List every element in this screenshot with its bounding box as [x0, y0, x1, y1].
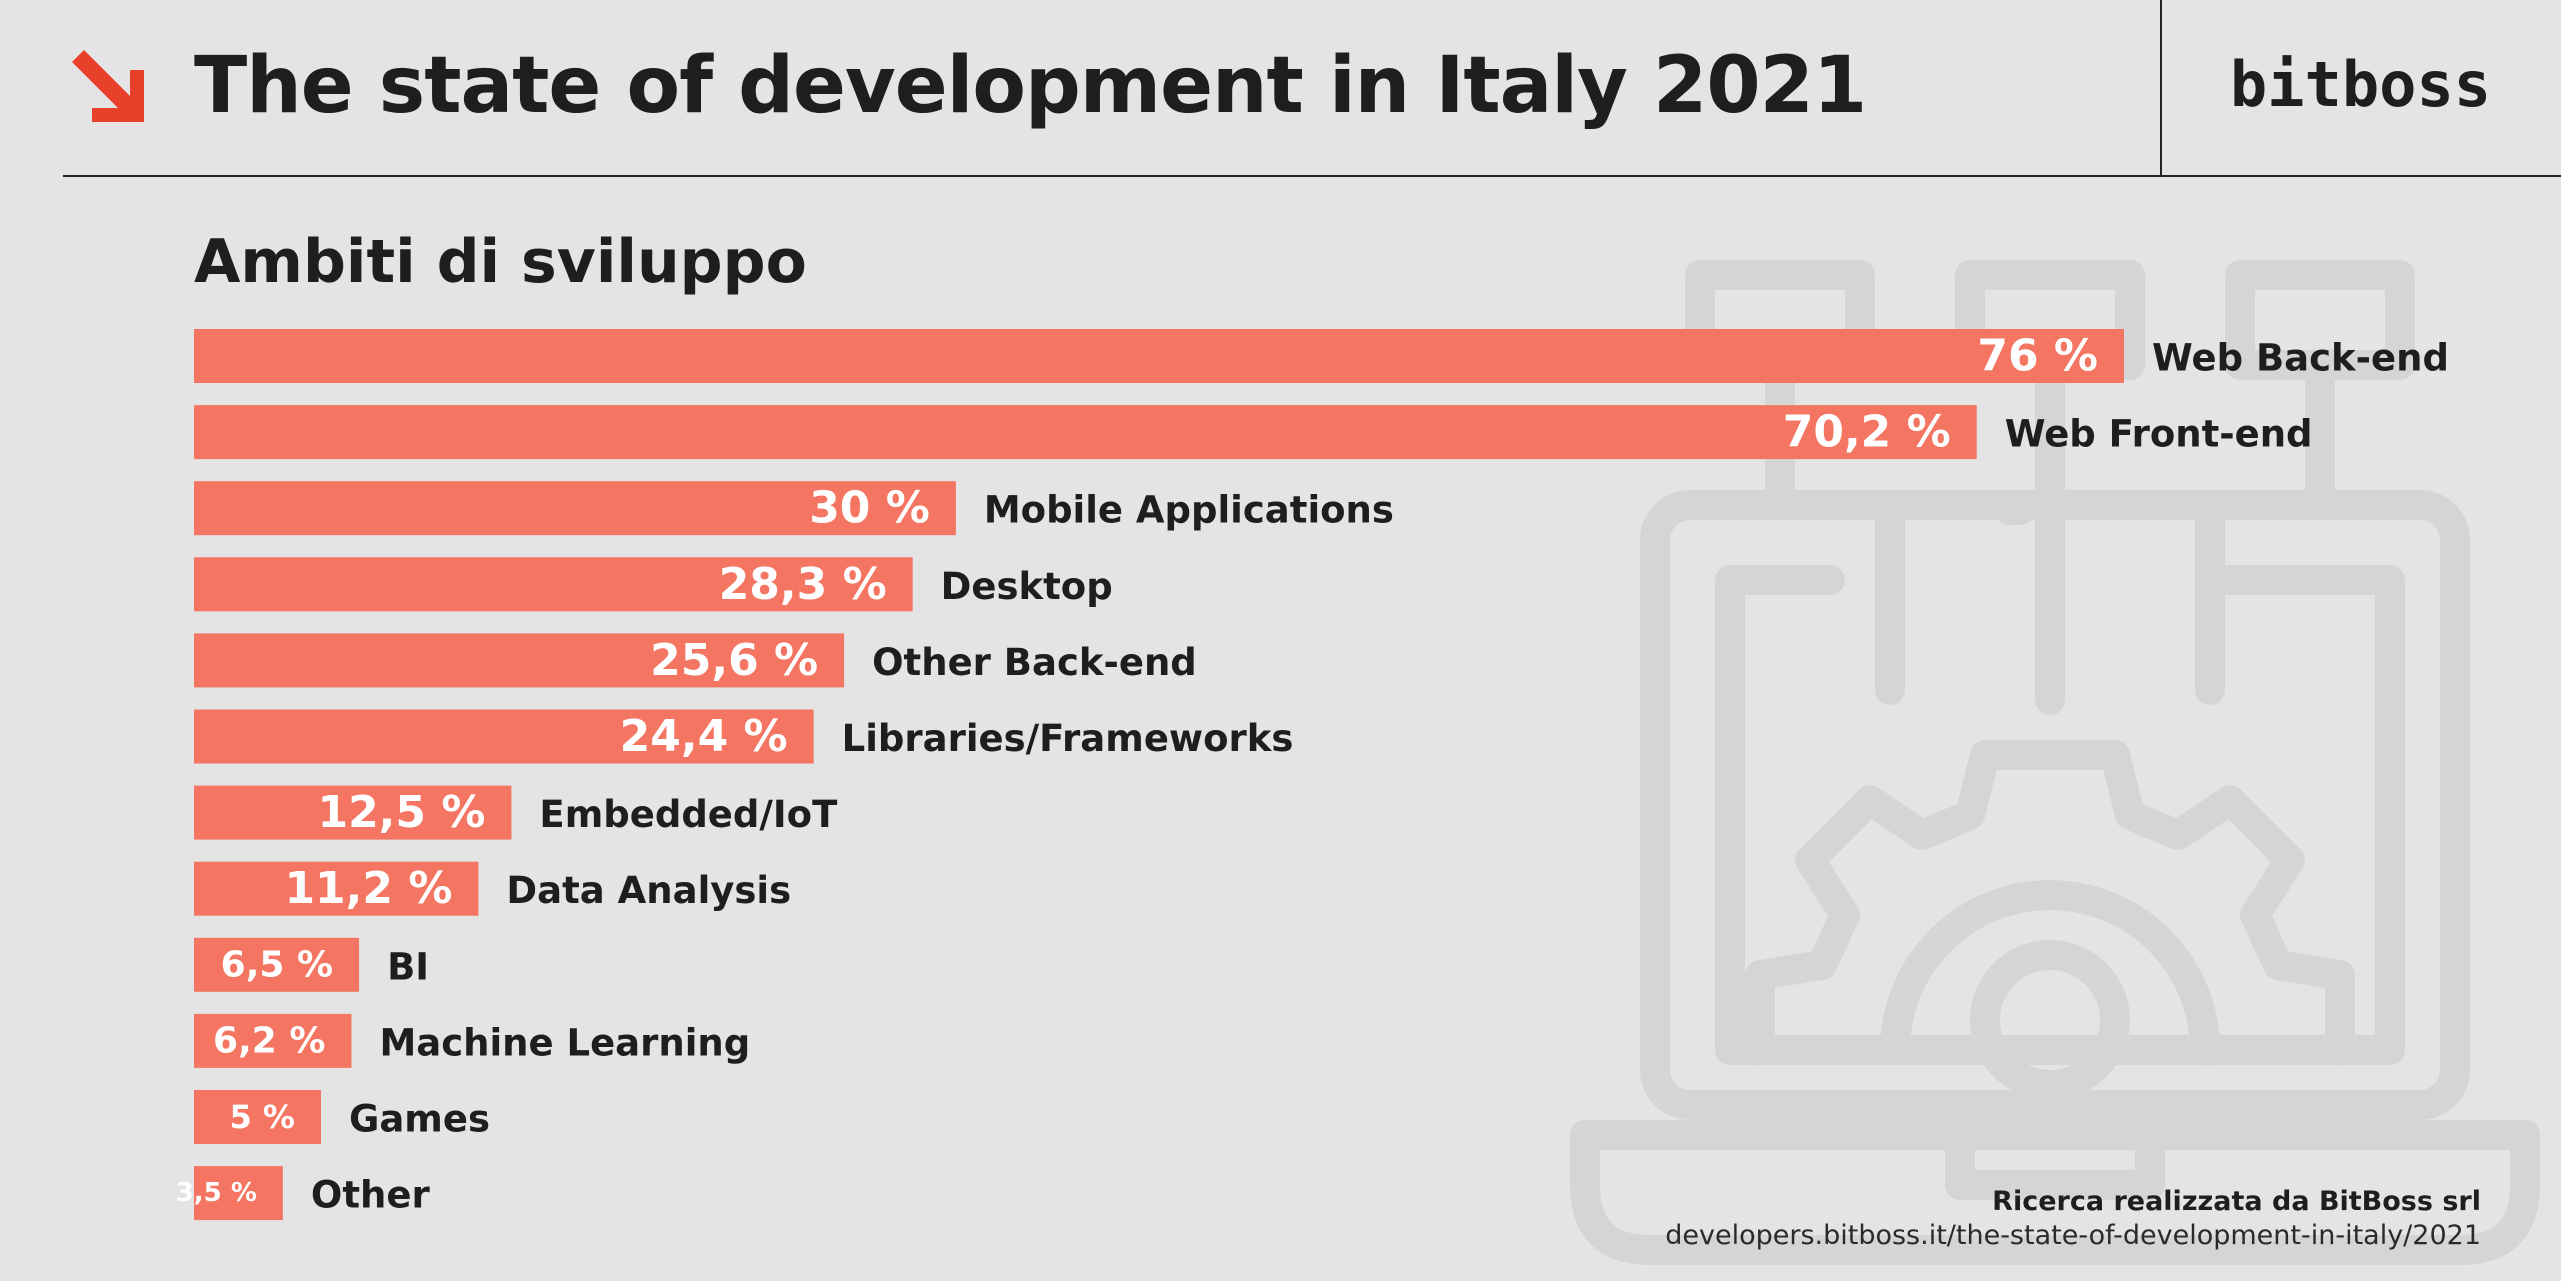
bar-category-label: Web Back-end — [2152, 337, 2449, 380]
bar-row: 70,2 % Web Front-end — [194, 405, 2313, 460]
bar-value-label: 25,6 % — [650, 635, 818, 686]
header-divider — [2160, 0, 2162, 176]
laptop-gear-icon — [1570, 260, 2540, 1265]
page-title: The state of development in Italy 2021 — [194, 41, 1867, 131]
bar — [194, 557, 913, 612]
bar-category-label: Embedded/IoT — [539, 793, 838, 836]
bar-row: 24,4 % Libraries/Frameworks — [194, 709, 1294, 764]
bar-value-label: 28,3 % — [719, 559, 887, 610]
bar-category-label: Mobile Applications — [984, 489, 1394, 532]
footer-credit: Ricerca realizzata da BitBoss srl — [1992, 1186, 2481, 1217]
bar-value-label: 11,2 % — [284, 863, 452, 914]
bar-category-label: Desktop — [941, 565, 1113, 608]
bar-row: 3,5 % Other — [176, 1166, 431, 1221]
bar-row: 25,6 % Other Back-end — [194, 633, 1197, 688]
bar-row: 76 % Web Back-end — [194, 329, 2449, 383]
bar-row: 6,2 % Machine Learning — [194, 1013, 750, 1068]
bar-category-label: Data Analysis — [506, 869, 791, 912]
bar-category-label: Libraries/Frameworks — [842, 717, 1294, 760]
bar-value-label: 6,5 % — [221, 944, 333, 985]
bar-row: 30 % Mobile Applications — [194, 481, 1394, 536]
chart-title: Ambiti di sviluppo — [194, 227, 807, 297]
footer-url[interactable]: developers.bitboss.it/the-state-of-devel… — [1665, 1220, 2481, 1251]
bar-value-label: 3,5 % — [176, 1178, 257, 1208]
bar — [194, 633, 845, 688]
bar-row: 5 % Games — [194, 1090, 490, 1144]
bar — [194, 709, 814, 764]
bar-category-label: Games — [349, 1098, 490, 1141]
bar — [194, 1090, 321, 1144]
bar — [194, 1166, 283, 1221]
bar — [194, 329, 2124, 383]
header-rule — [63, 175, 2561, 177]
bar-value-label: 30 % — [809, 483, 930, 534]
bar-row: 6,5 % BI — [194, 937, 429, 992]
bar-value-label: 6,2 % — [213, 1020, 325, 1061]
bar — [194, 481, 956, 536]
bar-value-label: 12,5 % — [317, 787, 485, 838]
bar-category-label: BI — [387, 945, 429, 988]
bar — [194, 405, 1977, 460]
bar-value-label: 5 % — [230, 1098, 295, 1136]
bar — [194, 861, 479, 916]
bar-category-label: Web Front-end — [2005, 413, 2313, 456]
bar-value-label: 70,2 % — [1783, 407, 1951, 458]
bar-category-label: Machine Learning — [379, 1021, 750, 1064]
brand-logo: bitboss — [2229, 48, 2492, 121]
bar — [194, 785, 512, 840]
bar-category-label: Other — [311, 1174, 431, 1217]
bar-row: 28,3 % Desktop — [194, 557, 1113, 612]
bar-row: 12,5 % Embedded/IoT — [194, 785, 838, 840]
bar-value-label: 24,4 % — [620, 711, 788, 762]
bar — [194, 1013, 352, 1068]
bar-value-label: 76 % — [1977, 331, 2098, 382]
arrow-down-right-icon — [72, 50, 144, 122]
bar-category-label: Other Back-end — [872, 641, 1197, 684]
bar — [194, 937, 360, 992]
bar-row: 11,2 % Data Analysis — [194, 861, 791, 916]
